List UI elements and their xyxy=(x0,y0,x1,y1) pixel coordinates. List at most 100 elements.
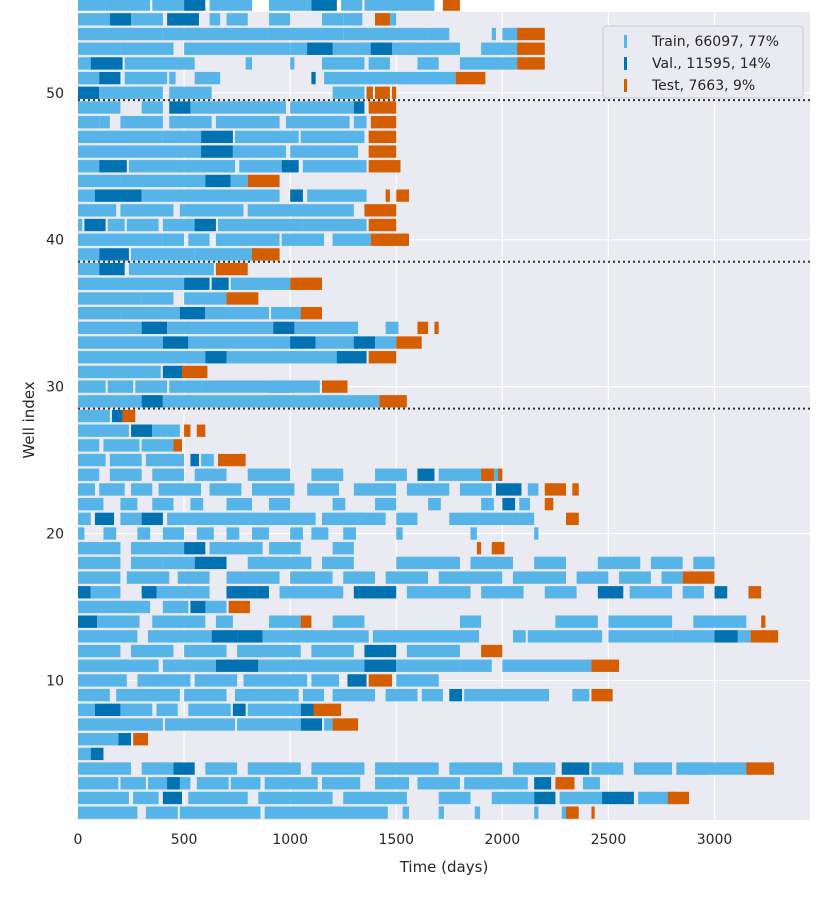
segment-train-well-54 xyxy=(428,27,450,41)
segment-train-well-49 xyxy=(290,101,354,114)
segment-val-well-46 xyxy=(201,145,233,158)
segment-train-well-15 xyxy=(205,600,227,614)
segment-test-well-43 xyxy=(396,189,409,202)
y-tick-label: 40 xyxy=(46,233,64,249)
segment-train-well-24 xyxy=(78,468,100,481)
segment-train-well-21 xyxy=(343,512,365,526)
segment-train-well-47 xyxy=(235,130,299,144)
segment-train-well-51 xyxy=(169,71,176,85)
segment-train-well-9 xyxy=(78,688,110,702)
segment-val-well-24 xyxy=(417,468,435,481)
segment-train-well-25 xyxy=(201,453,214,467)
segment-train-well-41 xyxy=(218,218,303,232)
segment-train-well-39 xyxy=(131,248,195,261)
segment-train-well-17 xyxy=(226,571,280,584)
segment-test-well-19 xyxy=(491,542,505,555)
segment-train-well-40 xyxy=(78,233,163,246)
segment-train-well-41 xyxy=(78,218,83,232)
segment-test-well-26 xyxy=(173,439,182,452)
segment-train-well-53 xyxy=(400,42,433,55)
segment-train-well-2 xyxy=(188,791,248,805)
segment-val-well-16 xyxy=(226,586,269,599)
segment-train-well-51 xyxy=(194,71,221,85)
segment-train-well-41 xyxy=(126,218,159,232)
segment-train-well-55 xyxy=(268,13,291,26)
segment-train-well-21 xyxy=(512,512,535,526)
segment-val-well-38 xyxy=(99,262,125,276)
segment-train-well-14 xyxy=(608,615,673,628)
segment-train-well-12 xyxy=(237,644,301,658)
segment-test-well-1 xyxy=(566,806,579,819)
segment-val-well-16 xyxy=(353,586,397,599)
segment-test-well-3 xyxy=(555,777,575,790)
segment-train-well-52 xyxy=(512,57,518,70)
segment-train-well-41 xyxy=(107,218,125,232)
segment-test-well-34 xyxy=(417,321,429,335)
segment-val-well-11 xyxy=(215,659,259,672)
segment-val-well-32 xyxy=(205,351,227,364)
segment-train-well-32 xyxy=(226,351,342,364)
segment-train-well-55 xyxy=(226,13,248,26)
segment-test-well-50 xyxy=(392,86,397,99)
segment-test-well-25 xyxy=(218,453,246,467)
segment-train-well-9 xyxy=(116,688,180,702)
segment-train-well-48 xyxy=(78,116,100,129)
segment-test-well-42 xyxy=(364,204,397,217)
segment-train-well-12 xyxy=(406,644,460,658)
segment-train-well-22 xyxy=(190,497,204,511)
segment-train-well-29 xyxy=(162,395,380,408)
segment-train-well-38 xyxy=(128,262,214,276)
segment-train-well-2 xyxy=(133,791,159,805)
segment-val-well-15 xyxy=(190,600,208,614)
segment-train-well-52 xyxy=(417,57,439,70)
segment-train-well-30 xyxy=(107,380,134,393)
segment-train-well-9 xyxy=(385,688,418,702)
segment-train-well-54 xyxy=(78,27,163,41)
segment-train-well-54 xyxy=(491,27,496,41)
segment-train-well-44 xyxy=(120,174,206,188)
segment-test-well-31 xyxy=(181,365,208,379)
segment-train-well-54 xyxy=(268,27,344,41)
segment-train-well-56 xyxy=(209,0,252,11)
segment-train-well-55 xyxy=(131,13,163,26)
segment-train-well-40 xyxy=(188,233,210,246)
segment-test-well-27 xyxy=(196,424,206,437)
segment-train-well-49 xyxy=(141,101,163,114)
segment-test-well-23 xyxy=(544,483,566,496)
segment-test-well-14 xyxy=(300,615,312,628)
y-tick-label: 30 xyxy=(46,380,64,396)
segment-val-well-2 xyxy=(602,791,634,805)
y-axis-label: Well index xyxy=(20,381,38,458)
segment-train-well-14 xyxy=(268,615,301,628)
segment-val-well-21 xyxy=(94,512,115,526)
segment-val-well-14 xyxy=(78,615,98,628)
x-tick-label: 0 xyxy=(74,832,83,848)
segment-train-well-7 xyxy=(237,718,301,731)
segment-val-well-29 xyxy=(141,395,163,408)
segment-val-well-3 xyxy=(167,777,180,790)
segment-train-well-50 xyxy=(99,86,163,99)
segment-val-well-4 xyxy=(561,762,590,775)
segment-train-well-52 xyxy=(368,57,390,70)
segment-train-well-23 xyxy=(307,483,339,496)
segment-train-well-18 xyxy=(470,556,513,570)
segment-train-well-3 xyxy=(230,777,261,790)
segment-train-well-17 xyxy=(343,571,376,584)
segment-train-well-55 xyxy=(78,13,110,26)
segment-train-well-2 xyxy=(343,791,407,805)
segment-val-well-11 xyxy=(364,659,397,672)
segment-train-well-35 xyxy=(120,306,180,320)
segment-train-well-14 xyxy=(152,615,206,628)
segment-train-well-2 xyxy=(438,791,471,805)
segment-train-well-19 xyxy=(268,542,301,555)
segment-train-well-47 xyxy=(162,130,202,144)
segment-test-well-54 xyxy=(517,27,545,41)
segment-test-well-51 xyxy=(455,71,486,85)
segment-train-well-49 xyxy=(190,101,286,114)
segment-test-well-8 xyxy=(313,703,342,716)
segment-train-well-10 xyxy=(194,674,238,687)
y-tick-label: 20 xyxy=(46,527,64,543)
segment-train-well-50 xyxy=(169,86,212,99)
segment-train-well-45 xyxy=(302,160,367,173)
segment-train-well-30 xyxy=(169,380,202,393)
